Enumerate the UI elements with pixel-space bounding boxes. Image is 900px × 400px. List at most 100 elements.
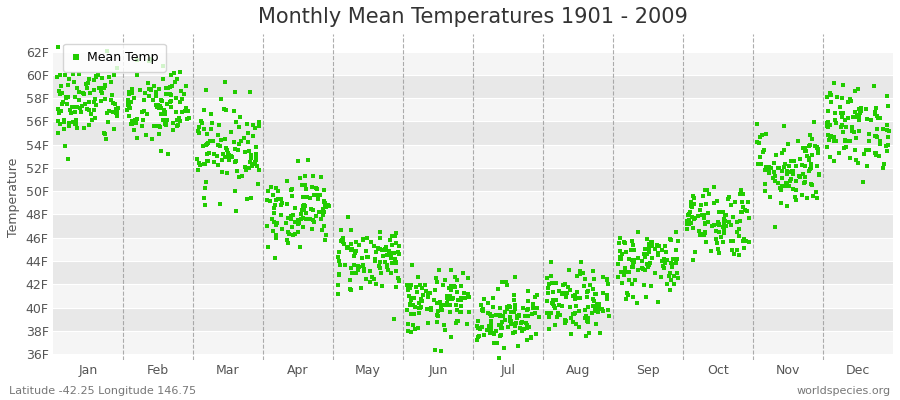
Point: [475, 308, 490, 314]
Point: [832, 104, 847, 110]
Point: [630, 300, 644, 306]
Point: [651, 299, 665, 306]
Point: [269, 185, 284, 191]
Point: [664, 237, 679, 244]
Point: [484, 312, 499, 319]
Point: [389, 240, 403, 246]
Point: [156, 63, 170, 69]
Point: [540, 310, 554, 316]
Point: [360, 254, 374, 260]
Point: [722, 194, 736, 200]
Point: [880, 127, 895, 133]
Point: [130, 57, 144, 64]
Point: [61, 76, 76, 82]
Point: [143, 56, 157, 62]
Point: [751, 160, 765, 167]
Point: [856, 178, 870, 185]
Point: [197, 126, 211, 132]
Point: [495, 318, 509, 325]
Point: [476, 306, 491, 312]
Point: [648, 246, 662, 252]
Point: [453, 308, 467, 315]
Point: [76, 125, 91, 131]
Point: [562, 267, 576, 274]
Point: [555, 303, 570, 310]
Point: [522, 324, 536, 331]
Point: [716, 217, 731, 223]
Point: [105, 108, 120, 115]
Point: [201, 131, 215, 138]
Point: [758, 188, 772, 194]
Point: [391, 275, 405, 282]
Point: [626, 238, 640, 244]
Point: [408, 304, 422, 310]
Point: [595, 305, 609, 312]
Point: [430, 313, 445, 320]
Point: [430, 308, 445, 314]
Point: [62, 123, 77, 130]
Point: [121, 97, 135, 103]
Point: [783, 178, 797, 185]
Point: [848, 88, 862, 94]
Point: [850, 157, 864, 163]
Bar: [53, 191, 893, 214]
Point: [545, 288, 560, 295]
Point: [599, 296, 614, 302]
Point: [587, 298, 601, 304]
Point: [392, 248, 406, 255]
Point: [238, 149, 252, 156]
Point: [331, 271, 346, 277]
Point: [733, 191, 747, 197]
Point: [269, 234, 284, 241]
Point: [427, 296, 441, 303]
Point: [57, 117, 71, 123]
Point: [214, 137, 229, 144]
Point: [651, 242, 665, 248]
Point: [210, 153, 224, 160]
Point: [821, 118, 835, 125]
Point: [179, 104, 194, 111]
Point: [569, 321, 583, 327]
Point: [821, 107, 835, 114]
Point: [484, 312, 499, 319]
Point: [454, 303, 469, 310]
Point: [869, 113, 884, 120]
Point: [107, 126, 122, 133]
Point: [709, 236, 724, 242]
Point: [67, 79, 81, 85]
Point: [314, 174, 328, 180]
Point: [281, 215, 295, 222]
Point: [881, 134, 896, 140]
Point: [779, 171, 794, 177]
Point: [383, 251, 398, 258]
Point: [698, 187, 712, 194]
Point: [793, 174, 807, 180]
Point: [660, 281, 674, 288]
Point: [838, 117, 852, 124]
Point: [408, 304, 422, 310]
Point: [622, 277, 636, 283]
Point: [655, 263, 670, 269]
Point: [797, 148, 812, 154]
Point: [847, 129, 861, 136]
Point: [638, 254, 652, 260]
Bar: [53, 308, 893, 331]
Point: [586, 303, 600, 310]
Point: [827, 80, 842, 86]
Point: [110, 65, 124, 71]
Point: [415, 285, 429, 291]
Point: [170, 116, 184, 123]
Point: [192, 160, 206, 166]
Point: [336, 239, 350, 245]
Point: [330, 282, 345, 288]
Point: [68, 94, 83, 100]
Point: [242, 148, 256, 154]
Point: [860, 163, 875, 170]
Point: [379, 247, 393, 253]
Point: [446, 295, 460, 301]
Point: [429, 300, 444, 306]
Point: [859, 105, 873, 112]
Point: [316, 212, 330, 218]
Point: [724, 222, 738, 228]
Point: [460, 321, 474, 327]
